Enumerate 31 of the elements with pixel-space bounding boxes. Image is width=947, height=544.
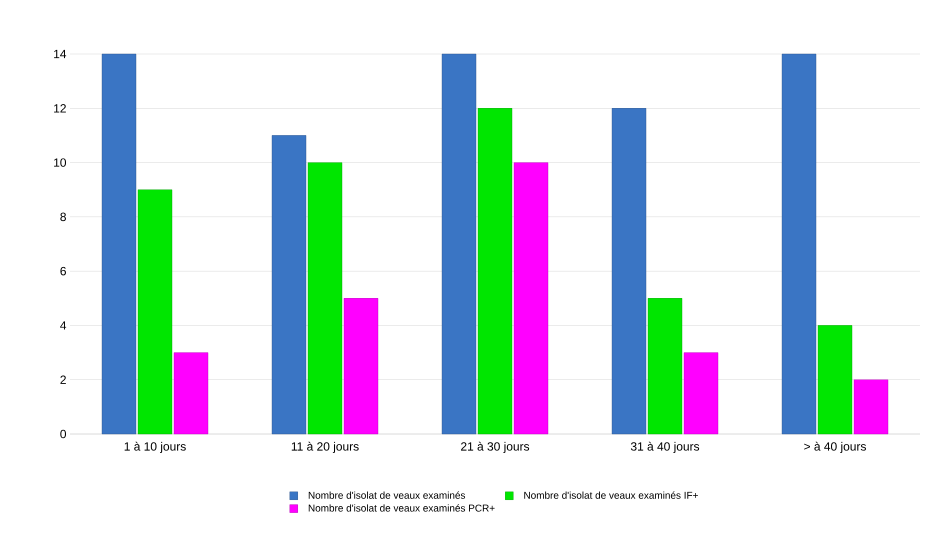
legend-label: Nombre d'isolat de veaux examinés PCR+ <box>308 504 495 512</box>
y-tick-label: 0 <box>60 430 66 438</box>
y-tick-label: 6 <box>60 266 66 276</box>
y-tick-label: 12 <box>54 104 66 112</box>
y-tick-label: 4 <box>60 321 66 330</box>
y-tick-label: 10 <box>54 158 66 167</box>
bar <box>308 162 342 434</box>
y-tick-label: 2 <box>60 376 66 384</box>
bar <box>818 325 852 434</box>
x-tick-label: 1 à 10 jours <box>124 442 186 454</box>
bar <box>138 190 172 434</box>
bar <box>648 298 682 434</box>
x-tick-label: 21 à 30 jours <box>461 442 530 454</box>
y-tick-label: 14 <box>54 50 66 58</box>
x-tick-label: > à 40 jours <box>804 442 866 454</box>
x-tick-label: 11 à 20 jours <box>292 442 359 454</box>
bar <box>514 162 548 434</box>
bar <box>272 135 306 434</box>
bar <box>102 54 136 434</box>
bar <box>344 298 378 434</box>
bar <box>442 54 476 434</box>
bar <box>854 380 888 434</box>
bar <box>174 352 208 434</box>
legend-label: Nombre d'isolat de veaux examinés IF+ <box>524 491 698 499</box>
y-tick-label: 8 <box>60 212 66 222</box>
bar <box>612 108 646 434</box>
bar <box>478 108 512 434</box>
bar <box>782 54 816 434</box>
x-tick-label: 31 à 40 jours <box>630 442 700 454</box>
legend-label: Nombre d'isolat de veaux examinés <box>308 491 466 499</box>
bar <box>684 352 718 434</box>
